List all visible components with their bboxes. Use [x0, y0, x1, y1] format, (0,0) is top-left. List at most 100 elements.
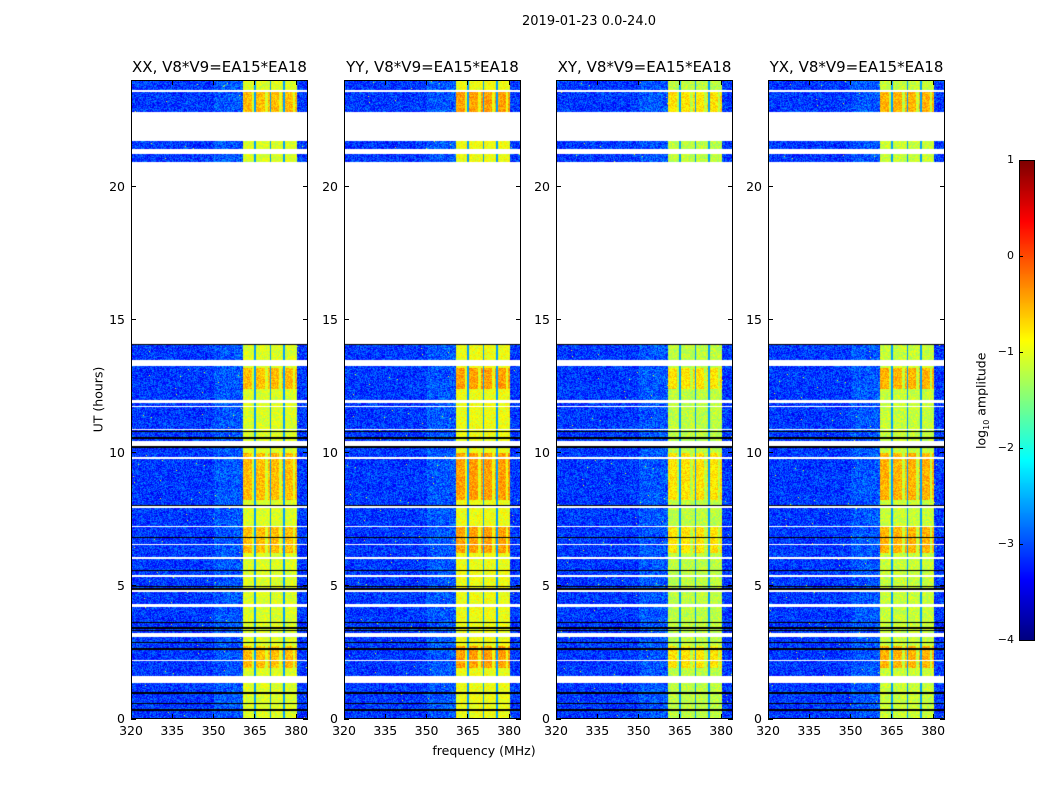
y-tick-label: 15: [322, 311, 338, 327]
heatmap-panel: [556, 80, 733, 719]
heatmap-image: [769, 81, 944, 718]
x-tick-mark: [130, 714, 132, 719]
y-tick-mark: [556, 718, 561, 720]
x-tick-mark: [596, 80, 598, 85]
x-tick-mark: [426, 714, 428, 719]
colorbar-label-suffix: amplitude: [973, 352, 989, 420]
x-tick-mark: [808, 80, 810, 85]
x-tick-mark: [467, 80, 469, 85]
x-tick-mark: [384, 80, 386, 85]
x-tick-label: 350: [201, 723, 226, 738]
colorbar-tick-label: −3: [997, 537, 1014, 550]
x-tick-mark: [130, 80, 132, 85]
y-tick-label: 5: [330, 577, 338, 593]
x-tick-mark: [254, 80, 256, 85]
y-tick-label: 15: [534, 311, 550, 327]
panel-title: YX, V8*V9=EA15*EA18: [769, 58, 944, 76]
colorbar-tick-mark: [1019, 159, 1023, 161]
y-tick-mark: [131, 585, 136, 587]
y-tick-mark: [768, 585, 773, 587]
x-tick-mark: [891, 80, 893, 85]
colorbar-tick-label: −4: [997, 633, 1014, 646]
x-tick-mark: [555, 80, 557, 85]
colorbar-label: log10 amplitude: [973, 331, 991, 471]
y-tick-mark: [131, 319, 136, 321]
y-tick-label: 5: [117, 577, 125, 593]
heatmap-image: [557, 81, 732, 718]
x-tick-mark: [343, 80, 345, 85]
panel-title: XX, V8*V9=EA15*EA18: [132, 58, 307, 76]
x-tick-label: 365: [879, 723, 904, 738]
y-tick-mark: [556, 186, 561, 187]
y-tick-mark: [768, 186, 773, 187]
x-tick-mark: [596, 714, 598, 719]
x-tick-label: 380: [284, 723, 309, 738]
x-tick-mark: [467, 714, 469, 719]
y-tick-label: 10: [534, 444, 550, 460]
heatmap-image: [132, 81, 307, 718]
colorbar-label-sub: 10: [981, 419, 991, 430]
x-tick-label: 380: [497, 723, 522, 738]
x-axis-label: frequency (MHz): [432, 743, 536, 758]
x-tick-mark: [638, 714, 640, 719]
x-tick-mark: [254, 714, 256, 719]
x-tick-mark: [384, 714, 386, 719]
y-tick-mark: [344, 452, 349, 454]
colorbar-gradient: [1020, 161, 1034, 640]
y-tick-mark: [344, 186, 349, 187]
heatmap-panel: [344, 80, 521, 719]
x-tick-mark: [767, 80, 769, 85]
x-tick-label: 320: [119, 723, 143, 738]
y-tick-label: 0: [117, 711, 125, 726]
y-tick-label: 20: [109, 178, 125, 194]
x-tick-label: 365: [242, 723, 267, 738]
colorbar-tick-mark: [1019, 543, 1023, 545]
panel-title: YY, V8*V9=EA15*EA18: [346, 58, 519, 76]
y-tick-mark: [940, 186, 945, 187]
x-tick-mark: [213, 80, 215, 85]
y-tick-mark: [940, 718, 945, 720]
y-tick-mark: [131, 186, 136, 187]
x-tick-label: 335: [797, 723, 822, 738]
y-axis-label: UT (hours): [90, 366, 106, 433]
x-tick-label: 320: [332, 723, 356, 738]
y-tick-mark: [728, 718, 733, 720]
figure-title: 2019-01-23 0.0-24.0: [522, 14, 656, 29]
y-tick-mark: [303, 186, 308, 187]
y-tick-mark: [303, 452, 308, 454]
x-tick-label: 365: [455, 723, 480, 738]
x-tick-mark: [850, 714, 852, 719]
colorbar-tick-label: −2: [997, 441, 1014, 454]
y-tick-mark: [516, 186, 521, 187]
heatmap-panel: [131, 80, 308, 719]
y-tick-label: 10: [746, 444, 762, 460]
x-tick-mark: [850, 80, 852, 85]
y-tick-mark: [131, 718, 136, 720]
y-tick-mark: [768, 319, 773, 321]
y-tick-mark: [344, 319, 349, 321]
y-tick-label: 10: [109, 444, 125, 460]
y-tick-mark: [516, 319, 521, 321]
x-tick-mark: [213, 714, 215, 719]
x-tick-mark: [171, 80, 173, 85]
x-tick-label: 350: [838, 723, 863, 738]
x-tick-label: 335: [585, 723, 610, 738]
y-tick-label: 20: [534, 178, 550, 194]
y-tick-mark: [728, 186, 733, 187]
y-tick-mark: [344, 718, 349, 720]
x-tick-mark: [679, 80, 681, 85]
x-tick-label: 350: [414, 723, 439, 738]
x-tick-mark: [426, 80, 428, 85]
colorbar: [1019, 160, 1035, 641]
y-tick-mark: [556, 452, 561, 454]
x-tick-mark: [555, 714, 557, 719]
y-tick-mark: [131, 452, 136, 454]
colorbar-tick-mark: [1019, 351, 1023, 353]
panel-title: XY, V8*V9=EA15*EA18: [557, 58, 732, 76]
y-tick-label: 20: [746, 178, 762, 194]
x-tick-mark: [679, 714, 681, 719]
x-tick-mark: [891, 714, 893, 719]
x-tick-mark: [508, 714, 510, 719]
y-tick-mark: [303, 585, 308, 587]
y-tick-mark: [556, 585, 561, 587]
